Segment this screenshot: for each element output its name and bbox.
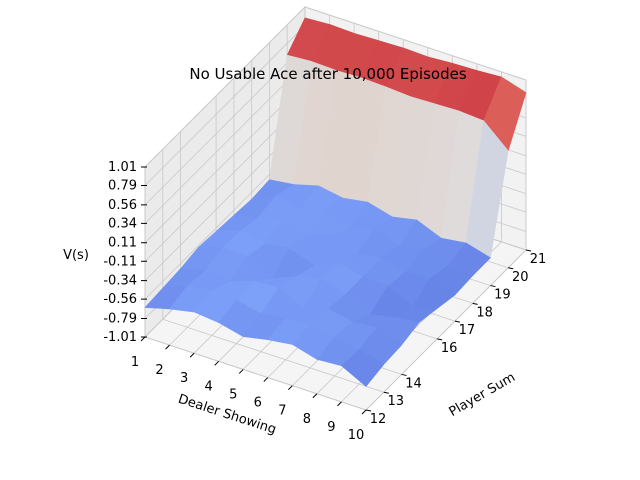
axis-ticks: 1.01 0.79 0.56 0.34 0.11 -0.11 -0.34 -0.56 -0.79… bbox=[103, 160, 546, 443]
z-tick-label: 1.01 bbox=[108, 160, 137, 175]
y-tick-label: 19 bbox=[494, 288, 511, 303]
y-tick bbox=[525, 249, 532, 252]
x-tick-label: 2 bbox=[155, 363, 163, 378]
z-tick-label: -1.01 bbox=[103, 330, 137, 345]
y-tick bbox=[490, 285, 496, 288]
z-tick-label: 0.11 bbox=[108, 236, 137, 251]
z-tick-label: -0.56 bbox=[103, 292, 137, 307]
y-tick-label: 18 bbox=[476, 305, 493, 320]
x-tick bbox=[287, 385, 293, 391]
x-tick bbox=[165, 344, 170, 350]
y-axis-label: Player Sum bbox=[447, 370, 518, 420]
x-tick bbox=[263, 377, 269, 382]
surface-patch bbox=[340, 349, 385, 387]
y-tick-label: 13 bbox=[388, 394, 405, 409]
x-tick-label: 9 bbox=[327, 420, 335, 435]
z-tick-label: 0.79 bbox=[108, 179, 137, 194]
y-tick-label: 20 bbox=[512, 270, 529, 285]
z-tick-label: -0.11 bbox=[103, 254, 137, 269]
z-axis-label: V(s) bbox=[63, 248, 89, 263]
x-tick bbox=[337, 401, 342, 407]
x-tick-label: 10 bbox=[348, 428, 365, 443]
x-tick-label: 6 bbox=[254, 396, 262, 411]
y-tick-label: 16 bbox=[441, 341, 458, 356]
x-tick bbox=[238, 369, 244, 374]
y-tick-label: 17 bbox=[459, 323, 476, 338]
y-tick bbox=[437, 338, 443, 341]
y-tick bbox=[454, 320, 460, 323]
x-tick-label: 8 bbox=[303, 412, 311, 427]
x-tick-label: 7 bbox=[278, 404, 286, 419]
chart-title: No Usable Ace after 10,000 Episodes bbox=[189, 65, 466, 83]
z-tick-label: 0.34 bbox=[108, 216, 137, 231]
z-tick-label: 0.56 bbox=[108, 198, 137, 213]
x-axis-label: Dealer Showing bbox=[176, 392, 278, 438]
x-tick-label: 3 bbox=[180, 371, 188, 386]
x-tick bbox=[214, 360, 220, 366]
surface bbox=[144, 17, 527, 387]
x-tick-label: 1 bbox=[131, 355, 139, 370]
z-tick-label: -0.34 bbox=[103, 274, 137, 289]
y-tick-label: 12 bbox=[370, 412, 387, 427]
y-tick bbox=[401, 373, 407, 376]
y-tick-label: 14 bbox=[405, 376, 422, 391]
y-tick bbox=[508, 267, 514, 270]
y-tick-label: 21 bbox=[530, 252, 547, 267]
x-tick bbox=[189, 352, 195, 358]
y-tick bbox=[472, 302, 478, 305]
x-tick bbox=[312, 393, 318, 399]
y-tick bbox=[383, 391, 389, 394]
x-tick bbox=[140, 336, 146, 342]
x-tick-label: 5 bbox=[229, 387, 237, 402]
z-tick-label: -0.79 bbox=[103, 311, 137, 326]
x-tick bbox=[361, 409, 367, 415]
grid-line bbox=[144, 6, 527, 168]
x-tick-label: 4 bbox=[205, 379, 213, 394]
y-tick bbox=[365, 409, 372, 412]
